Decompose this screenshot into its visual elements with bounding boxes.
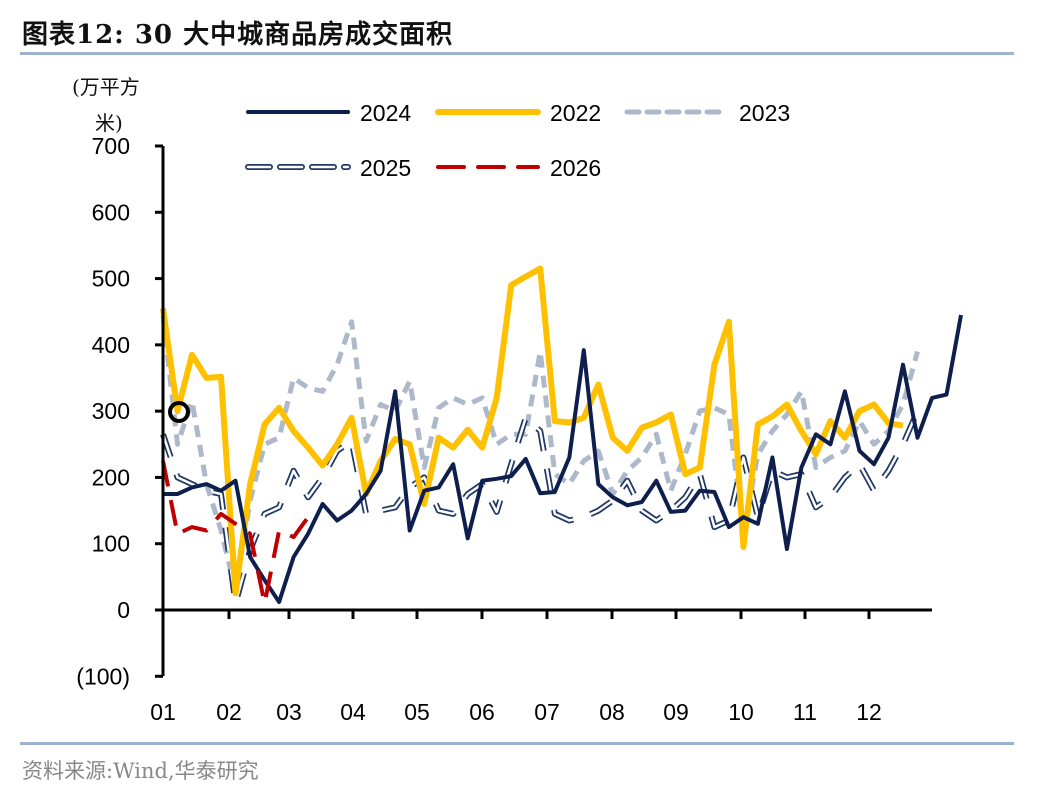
x-tick-label: 05 bbox=[404, 699, 430, 725]
source-note: 资料来源:Wind,华泰研究 bbox=[22, 759, 259, 783]
legend-item-2024: 2024 bbox=[246, 100, 411, 126]
footer-divider bbox=[20, 742, 1014, 745]
y-tick-label: 500 bbox=[92, 266, 130, 292]
legend: 2024 2022 2023 2025 2026 bbox=[245, 100, 790, 181]
x-tick-label: 04 bbox=[340, 699, 366, 725]
y-tick-label: (100) bbox=[76, 663, 130, 689]
legend-item-2023: 2023 bbox=[624, 100, 790, 126]
legend-item-2022: 2022 bbox=[435, 100, 601, 126]
legend-label: 2022 bbox=[550, 100, 601, 126]
x-axis-ticks: 01 02 03 04 05 06 07 08 09 10 11 12 bbox=[150, 610, 882, 725]
y-tick-label: 700 bbox=[92, 133, 130, 159]
title-divider bbox=[20, 52, 1014, 55]
y-axis-unit-line1: (万平方 bbox=[72, 75, 140, 99]
axes bbox=[161, 146, 932, 676]
x-tick-label: 09 bbox=[663, 699, 689, 725]
x-tick-label: 11 bbox=[793, 699, 817, 725]
y-tick-label: 400 bbox=[92, 332, 130, 358]
x-tick-label: 08 bbox=[599, 699, 625, 725]
x-tick-label: 01 bbox=[150, 699, 176, 725]
series-line-2024 bbox=[163, 314, 963, 604]
y-tick-label: 600 bbox=[92, 199, 130, 225]
legend-label: 2024 bbox=[360, 100, 411, 126]
y-tick-label: 200 bbox=[92, 464, 130, 490]
series-line-2025 bbox=[161, 410, 919, 605]
y-axis-ticks: (100) 0 100 200 300 400 500 600 700 bbox=[76, 133, 163, 689]
x-tick-label: 03 bbox=[276, 699, 302, 725]
x-tick-label: 07 bbox=[534, 699, 560, 725]
circle-marker bbox=[168, 401, 190, 423]
series-line-2026 bbox=[161, 460, 310, 606]
chart-title: 图表12: 30 大中城商品房成交面积 bbox=[22, 20, 454, 50]
y-axis-unit-line2: 米) bbox=[95, 111, 123, 135]
series-line-2022 bbox=[160, 265, 904, 597]
x-tick-label: 12 bbox=[856, 699, 882, 725]
legend-item-2026: 2026 bbox=[436, 155, 601, 181]
x-tick-label: 06 bbox=[469, 699, 495, 725]
y-tick-label: 100 bbox=[92, 531, 130, 557]
x-tick-label: 10 bbox=[728, 699, 754, 725]
y-tick-label: 0 bbox=[117, 597, 130, 623]
x-tick-label: 02 bbox=[216, 699, 242, 725]
legend-item-2025: 2025 bbox=[245, 155, 411, 181]
series-lines bbox=[160, 265, 963, 607]
legend-label: 2023 bbox=[739, 100, 790, 126]
y-tick-label: 300 bbox=[92, 398, 130, 424]
legend-label: 2025 bbox=[360, 155, 411, 181]
legend-label: 2026 bbox=[550, 155, 601, 181]
